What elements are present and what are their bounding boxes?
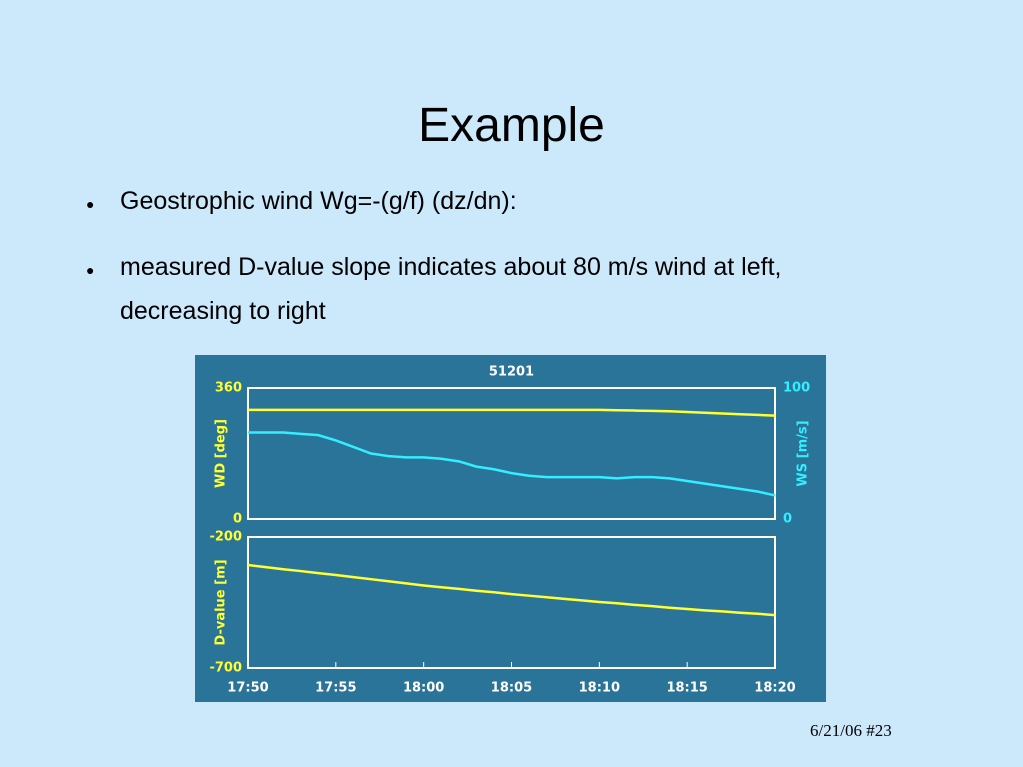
y-tick-label: -200 (209, 530, 242, 545)
x-tick-label: 18:20 (754, 681, 795, 696)
bullet-dot: ● (86, 196, 95, 212)
plot-frame (247, 387, 776, 520)
y-tick-label: -700 (209, 661, 242, 676)
y-tick-label: 0 (233, 512, 242, 527)
slide-title: Example (418, 99, 605, 152)
y2-axis-label: WS [m/s] (796, 420, 811, 486)
x-tick-label: 18:10 (579, 681, 620, 696)
y-axis-label: D-value [m] (214, 559, 229, 645)
chart: 51201 0 360 0 100 WD [deg] WS [m/s] -700 -200 D-v… (195, 355, 826, 702)
footer: 6/21/06 #23 (810, 721, 892, 740)
x-tick-label: 18:05 (491, 681, 532, 696)
y2-tick-label: 100 (783, 381, 810, 396)
y-axis-label: WD [deg] (214, 419, 229, 488)
x-tick-label: 17:55 (315, 681, 356, 696)
x-tick-label: 17:50 (227, 681, 268, 696)
line-series (248, 431, 776, 497)
bullet: Geostrophic wind Wg=-(g/f) (dz/dn): (120, 187, 517, 215)
line-series (247, 563, 776, 617)
bullet-dot: ● (86, 262, 95, 278)
x-tick-label: 18:15 (666, 681, 707, 696)
chart-background (195, 355, 826, 702)
y-tick-label: 360 (215, 381, 242, 396)
line-series (248, 408, 776, 417)
x-tick-label: 18:00 (403, 681, 444, 696)
bullet: measured D-value slope indicates about 8… (120, 253, 782, 325)
y2-tick-label: 0 (783, 512, 792, 527)
chart-title: 51201 (489, 365, 534, 380)
